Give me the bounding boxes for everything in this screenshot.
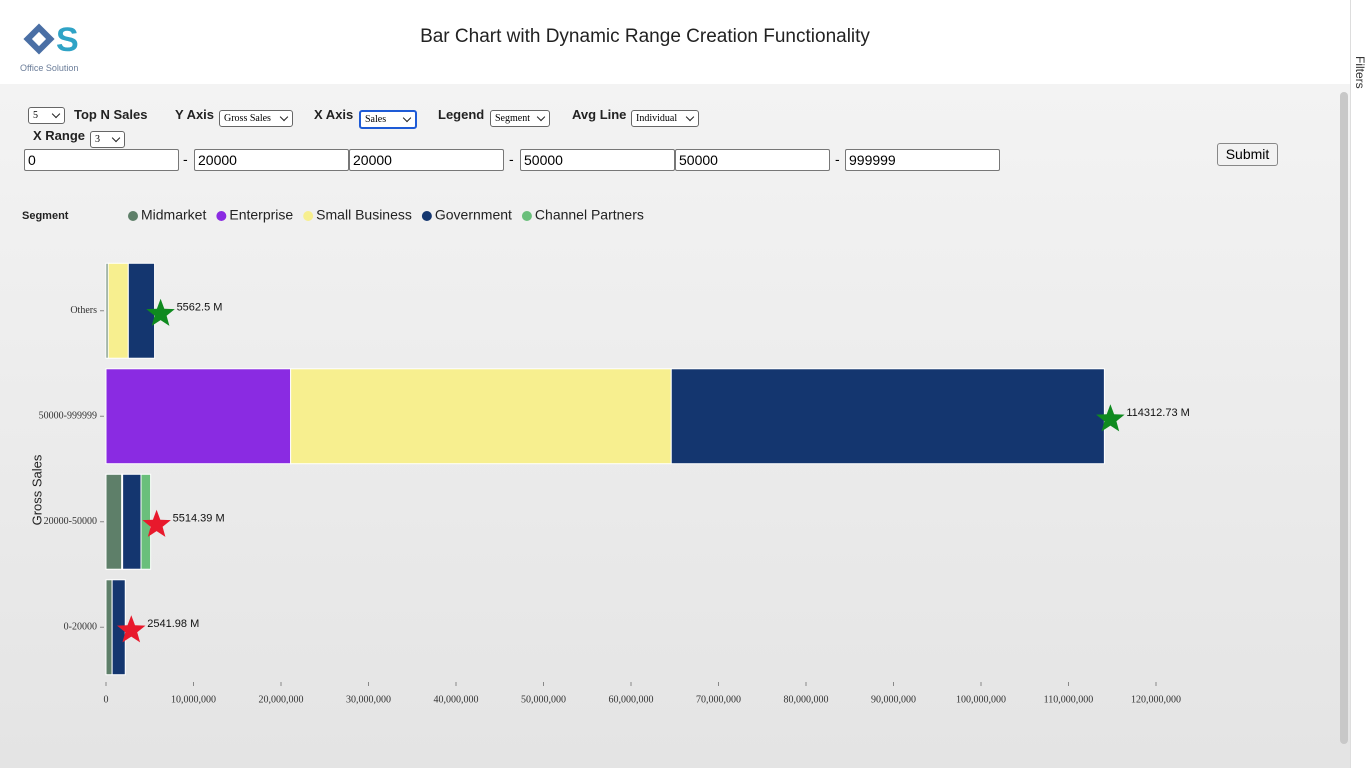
x-tick-label: 60,000,000 [609, 694, 654, 705]
x-tick-label: 80,000,000 [784, 694, 829, 705]
y-tick-label: 0-20000 [64, 622, 97, 633]
y-axis-title: Gross Sales [29, 454, 44, 525]
legend-label: Enterprise [229, 207, 293, 223]
y-tick-label: Others [70, 305, 97, 316]
legend-label: Legend [438, 107, 485, 122]
title: Bar Chart with Dynamic Range Creation Fu… [420, 26, 870, 47]
x-tick-label: 50,000,000 [521, 694, 566, 705]
x-tick-label: 30,000,000 [346, 694, 391, 705]
legend-swatch [128, 211, 138, 221]
x-tick-label: 10,000,000 [171, 694, 216, 705]
range-input[interactable]: 50000 [675, 149, 830, 171]
legend-swatch [216, 211, 227, 221]
svg-text:S: S [56, 21, 79, 59]
dash: - [183, 151, 188, 167]
legend-title: Segment [22, 210, 69, 222]
total-label: 2541.98 M [147, 618, 199, 630]
top-n-select[interactable]: 5 [28, 107, 65, 124]
y-tick-label: 20000-50000 [44, 516, 97, 527]
x-tick-label: 20,000,000 [259, 694, 304, 705]
range-input[interactable]: 20000 [349, 149, 504, 171]
star-marker [146, 298, 175, 326]
range-input[interactable]: 20000 [194, 149, 349, 171]
x-tick-label: 90,000,000 [871, 694, 916, 705]
y-axis-select[interactable]: Gross Sales [219, 110, 293, 127]
bar-segment [105, 368, 292, 465]
x-tick-label: 40,000,000 [434, 694, 479, 705]
bar-segment [122, 473, 142, 570]
top-n-label: Top N Sales [74, 107, 148, 122]
filters-pane[interactable]: Filters [1350, 0, 1366, 768]
bar-segment [105, 579, 113, 676]
legend-swatch [521, 211, 532, 221]
y-axis-label: Y Axis [175, 107, 215, 122]
legend-label: Small Business [316, 207, 412, 223]
x-range-select[interactable]: 3 [90, 131, 125, 148]
range-input[interactable]: 999999 [845, 149, 1000, 171]
x-tick-label: 0 [104, 694, 109, 705]
range-input[interactable]: 0 [24, 149, 179, 171]
x-tick-label: 70,000,000 [696, 694, 741, 705]
y-tick-label: 50000-999999 [39, 411, 97, 422]
avg-line-select[interactable]: Individual [631, 110, 699, 127]
submit-button[interactable]: Submit [1217, 143, 1278, 166]
x-tick-label: 120,000,000 [1131, 694, 1181, 705]
bar-segment [290, 368, 672, 465]
dash: - [835, 151, 840, 167]
x-axis-label: X Axis [314, 107, 354, 122]
legend-select[interactable]: Segment [490, 110, 550, 127]
dash: - [509, 151, 514, 167]
x-tick-label: 110,000,000 [1044, 694, 1094, 705]
avg-line-label: Avg Line [572, 107, 627, 122]
legend-swatch [421, 211, 432, 221]
bar-segment [670, 368, 1105, 465]
star-marker [142, 509, 171, 537]
bar-segment [105, 473, 123, 570]
legend-label: Midmarket [141, 207, 206, 223]
scrollbar[interactable] [1340, 92, 1348, 744]
total-label: 5562.5 M [177, 302, 223, 314]
bar-segment [107, 262, 129, 359]
star-marker [117, 615, 146, 643]
legend-label: Channel Partners [535, 207, 644, 223]
header: S Office Solution Bar Chart with Dynamic… [0, 0, 1350, 84]
x-range-label: X Range [33, 128, 86, 143]
total-label: 5514.39 M [173, 513, 225, 525]
logo: S [23, 21, 79, 59]
legend-swatch [303, 211, 314, 221]
range-input[interactable]: 50000 [520, 149, 675, 171]
filters-label[interactable]: Filters [1353, 56, 1366, 89]
logo-text: Office Solution [20, 63, 79, 73]
star-marker [1096, 404, 1125, 432]
chart: 0 10,000,000 20,000,000 30,000,000 40,000,00… [22, 207, 1190, 706]
x-tick-label: 100,000,000 [956, 694, 1006, 705]
x-axis-select[interactable]: Sales [359, 110, 417, 129]
legend-label: Government [435, 207, 512, 223]
total-label: 114312.73 M [1126, 407, 1189, 419]
